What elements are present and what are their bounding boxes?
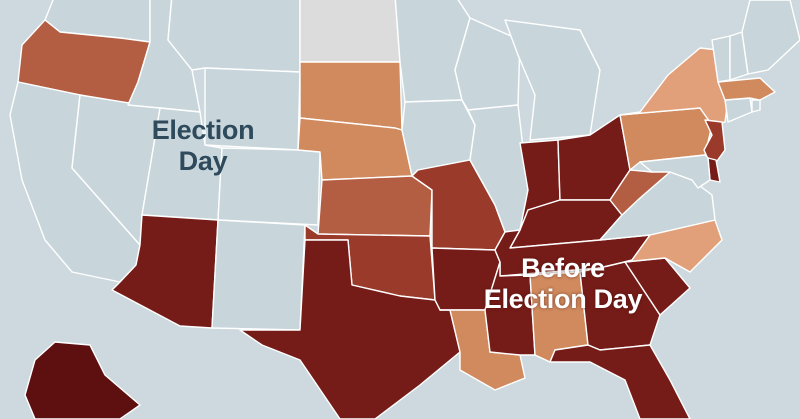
state-md	[639, 154, 711, 189]
election-day-label-line-2: Day	[178, 146, 228, 176]
state-ri	[751, 99, 761, 113]
state-nd	[299, 0, 401, 63]
state-co	[217, 147, 321, 226]
before-election-day-label-line-2: Election Day	[483, 284, 643, 314]
election-day-label: Election Day	[118, 115, 288, 177]
state-mt	[167, 0, 301, 73]
state-ma	[717, 77, 776, 101]
state-tx	[239, 239, 461, 419]
before-election-day-label: Before Election Day	[448, 253, 678, 315]
election-day-label-line-1: Election	[151, 115, 255, 145]
state-me	[741, 0, 800, 75]
state-ct	[724, 97, 753, 123]
state-ks	[317, 175, 433, 237]
state-fl	[549, 344, 691, 419]
state-nm	[211, 219, 306, 331]
state-ak	[24, 341, 141, 419]
before-election-day-label-line-1: Before	[521, 253, 605, 283]
state-mi	[504, 19, 601, 141]
